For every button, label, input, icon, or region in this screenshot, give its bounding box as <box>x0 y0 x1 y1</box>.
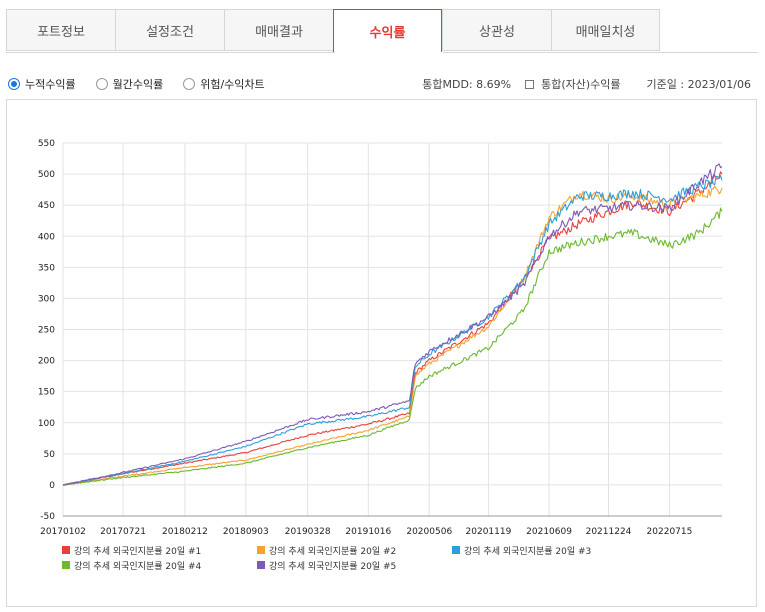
x-tick-label: 20191016 <box>345 527 391 537</box>
x-tick-label: 20200506 <box>406 527 452 537</box>
legend-label: 강의 추세 외국인지분률 20일 #5 <box>269 560 396 572</box>
legend-label: 강의 추세 외국인지분률 20일 #4 <box>74 560 202 572</box>
y-tick-label: 450 <box>38 201 55 211</box>
x-tick-label: 20180903 <box>223 527 269 537</box>
y-tick-label: 300 <box>38 294 55 304</box>
series-line-1 <box>62 171 723 486</box>
y-tick-label: 100 <box>38 419 55 429</box>
y-tick-label: 250 <box>38 326 55 336</box>
series-line-2 <box>62 185 723 486</box>
legend-swatch <box>62 546 70 554</box>
x-tick-label: 20190328 <box>285 527 331 537</box>
radio-cumulative-return[interactable]: 누적수익률 <box>8 76 76 92</box>
radio-label: 누적수익률 <box>25 78 76 91</box>
y-tick-label: 550 <box>38 139 55 149</box>
radio-circle[interactable] <box>183 78 196 90</box>
y-tick-label: -50 <box>40 512 55 522</box>
y-tick-label: 150 <box>38 388 55 398</box>
y-tick-label: 400 <box>38 232 55 242</box>
x-tick-label: 20170102 <box>40 527 86 537</box>
legend-swatch <box>62 561 70 569</box>
x-tick-label: 20220715 <box>647 527 693 537</box>
radio-risk-return-chart[interactable]: 위험/수익차트 <box>183 76 265 92</box>
tab-returns[interactable]: 수익률 <box>333 9 442 53</box>
asset-return-checkbox[interactable]: 통합(자산)수익률 <box>519 76 621 92</box>
x-tick-label: 20180212 <box>162 527 208 537</box>
x-tick-label: 20170721 <box>100 527 146 537</box>
chart-type-options: 누적수익률 월간수익률 위험/수익차트 <box>8 76 285 92</box>
radio-label: 위험/수익차트 <box>200 78 265 91</box>
legend-label: 강의 추세 외국인지분률 20일 #2 <box>269 545 396 557</box>
tab-correlation[interactable]: 상관성 <box>442 9 551 51</box>
cumulative-return-chart: -50 0 50 100 150 200 250 300 350 400 450 500 550 2017… <box>6 99 757 607</box>
tab-trade-consistency[interactable]: 매매일치성 <box>551 9 660 51</box>
tab-bar: 포트정보 설정조건 매매결과 수익률 상관성 매매일치성 <box>6 9 663 53</box>
y-tick-label: 500 <box>38 170 55 180</box>
y-tick-label: 350 <box>38 263 55 273</box>
x-tick-label: 20201119 <box>466 527 512 537</box>
mdd-value: 통합MDD: 8.69% <box>422 78 512 91</box>
chart-svg: -50 0 50 100 150 200 250 300 350 400 450 500 550 2017… <box>38 139 723 572</box>
tab-trade-results[interactable]: 매매결과 <box>224 9 333 51</box>
series-line-5 <box>62 163 723 486</box>
series-line-3 <box>62 175 723 486</box>
radio-circle[interactable] <box>8 78 20 90</box>
legend-label: 강의 추세 외국인지분률 20일 #1 <box>74 545 201 557</box>
legend-label: 강의 추세 외국인지분률 20일 #3 <box>464 545 591 557</box>
radio-monthly-return[interactable]: 월간수익률 <box>95 76 164 92</box>
checkbox-label: 통합(자산)수익률 <box>541 78 621 91</box>
radio-label: 월간수익률 <box>112 78 164 91</box>
y-tick-label: 50 <box>44 450 56 460</box>
legend-swatch <box>257 561 265 569</box>
x-tick-label: 20210609 <box>526 527 572 537</box>
x-tick-label: 20211224 <box>586 527 632 537</box>
tab-port-info[interactable]: 포트정보 <box>6 9 115 51</box>
series-line-4 <box>62 207 723 486</box>
legend-swatch <box>452 546 460 554</box>
y-tick-label: 200 <box>38 357 55 367</box>
y-tick-label: 0 <box>49 481 55 491</box>
tab-settings[interactable]: 설정조건 <box>115 9 224 51</box>
chart-info: 통합MDD: 8.69% 통합(자산)수익률 기준일 : 2023/01/06 <box>416 76 751 92</box>
checkbox-box[interactable] <box>525 79 535 89</box>
legend-swatch <box>257 546 265 554</box>
radio-circle[interactable] <box>95 78 108 90</box>
base-date: 기준일 : 2023/01/06 <box>646 78 751 91</box>
